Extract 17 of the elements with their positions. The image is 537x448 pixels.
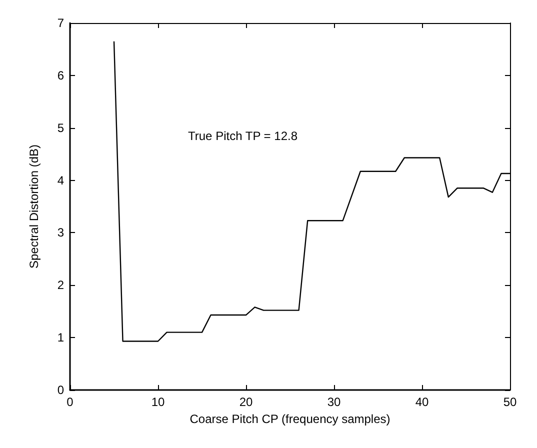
x-tick-label: 20 bbox=[239, 395, 253, 409]
x-tick-label: 10 bbox=[151, 395, 165, 409]
x-tick-label: 50 bbox=[503, 395, 517, 409]
x-tick-label: 30 bbox=[327, 395, 341, 409]
y-tick-label: 6 bbox=[57, 68, 64, 82]
y-tick-label: 5 bbox=[57, 120, 64, 135]
y-tick-label: 3 bbox=[57, 226, 64, 240]
x-tick-label: 40 bbox=[415, 395, 429, 409]
y-tick-label: 4 bbox=[57, 173, 64, 188]
y-tick-label: 7 bbox=[57, 16, 64, 30]
y-axis-title: Spectral Distortion (dB) bbox=[27, 144, 41, 269]
x-axis-title: Coarse Pitch CP (frequency samples) bbox=[190, 412, 390, 426]
annotation: True Pitch TP = 12.8 bbox=[188, 129, 298, 143]
y-tick-label: 1 bbox=[57, 330, 64, 345]
y-tick-label: 2 bbox=[57, 278, 64, 292]
x-tick-label: 0 bbox=[66, 395, 74, 409]
y-tick-label: 0 bbox=[57, 383, 64, 397]
